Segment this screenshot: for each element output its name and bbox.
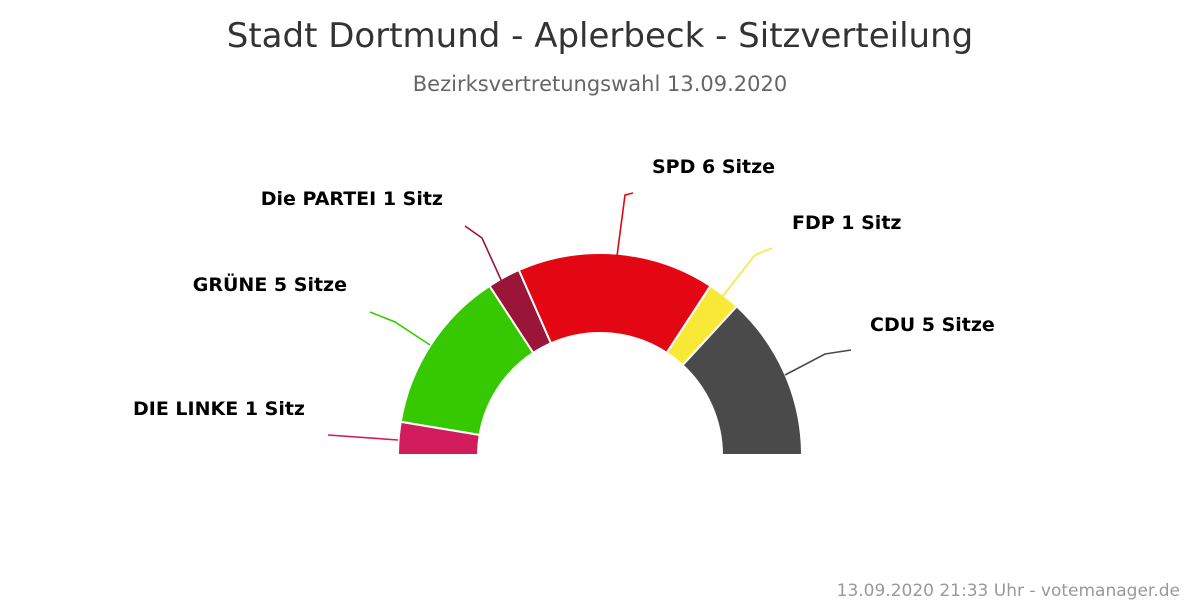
chart-title: Stadt Dortmund - Aplerbeck - Sitzverteil… [227, 16, 973, 56]
data-label-grüne: GRÜNE 5 Sitze [193, 272, 347, 296]
connector-die-partei [464, 225, 503, 283]
data-label-die-partei: Die PARTEI 1 Sitz [261, 188, 443, 210]
connector-cdu [784, 349, 852, 376]
data-label-fdp: FDP 1 Sitz [792, 212, 901, 234]
data-label-die-linke: DIE LINKE 1 Sitz [133, 398, 305, 420]
connector-spd [616, 192, 634, 257]
slices-group [396, 252, 804, 456]
connector-fdp [721, 247, 773, 298]
credits-text[interactable]: 13.09.2020 21:33 Uhr - votemanager.de [837, 581, 1180, 600]
chart-subtitle: Bezirksvertretungswahl 13.09.2020 [413, 72, 787, 96]
data-label-spd: SPD 6 Sitze [652, 156, 775, 178]
slice-cdu[interactable] [681, 304, 804, 456]
data-label-cdu: CDU 5 Sitze [870, 314, 995, 336]
connector-grüne [369, 311, 431, 346]
labels-group: DIE LINKE 1 Sitz GRÜNE 5 Sitze Die PARTEI … [133, 156, 995, 420]
connector-die-linke [327, 434, 399, 441]
connectors-group [327, 192, 852, 441]
